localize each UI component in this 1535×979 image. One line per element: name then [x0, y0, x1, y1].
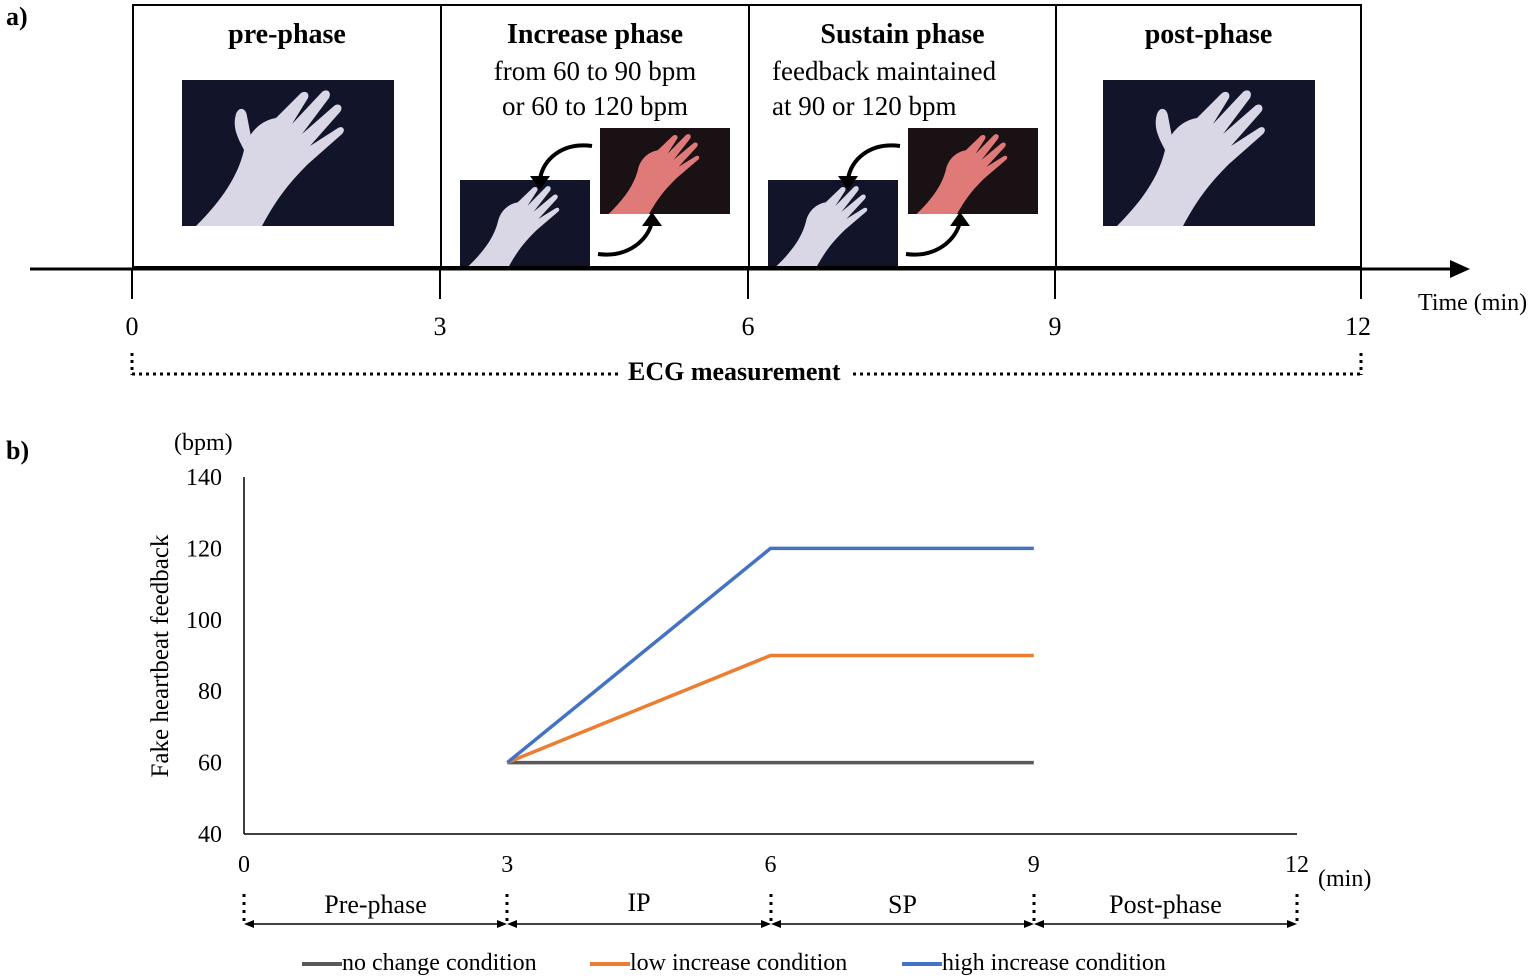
timeline-tick-label: 3: [433, 312, 447, 341]
x-tick-label: 6: [765, 852, 777, 878]
timeline-axis-label: Time (min): [1418, 290, 1528, 316]
y-tick-label: 100: [186, 608, 222, 634]
timeline-tick-label: 6: [741, 312, 755, 341]
legend-swatch-high-increase: [902, 962, 942, 966]
phase-label-ip: IP: [627, 888, 651, 917]
legend-swatch-low-increase: [590, 962, 630, 966]
chart-axes: 40 60 80 100 120 140 0 3 6 9 12: [186, 465, 1309, 878]
phase-title-post: post-phase: [1144, 19, 1273, 50]
legend-label-low-increase: low increase condition: [630, 950, 848, 976]
x-tick-label: 0: [238, 852, 250, 878]
y-tick-label: 60: [198, 751, 222, 777]
series-line-high-increase-condition: [506, 546, 1034, 764]
y-tick-label: 120: [186, 536, 222, 562]
y-tick-label: 40: [198, 822, 222, 848]
timeline-axis: [30, 260, 1470, 376]
phase-label-sp: SP: [888, 890, 917, 919]
legend-swatch-no-change: [302, 962, 342, 966]
x-axis-unit: (min): [1318, 866, 1372, 892]
y-axis-label: Fake heartbeat feedback: [147, 534, 174, 778]
cycle-arrows-icon: [838, 143, 970, 257]
hand-image-normal-small: [460, 180, 590, 266]
phase-box-sustain: Sustain phase feedback maintained at 90 …: [748, 4, 1057, 268]
phase-title-increase: Increase phase: [506, 19, 684, 50]
legend-label-no-change: no change condition: [342, 950, 537, 976]
legend-label-high-increase: high increase condition: [942, 950, 1166, 976]
y-axis-unit: (bpm): [174, 430, 233, 456]
ecg-measurement-label: ECG measurement: [618, 357, 851, 387]
hand-image-red-small: [908, 128, 1038, 214]
x-tick-label: 9: [1028, 852, 1040, 878]
hand-image-normal: [1103, 80, 1315, 226]
phase-box-increase: Increase phase from 60 to 90 bpm or 60 t…: [440, 4, 750, 268]
x-tick-label: 3: [501, 852, 513, 878]
hand-image-red-small: [600, 128, 730, 214]
hand-image-normal: [182, 80, 394, 226]
hand-image-normal-small: [768, 180, 898, 266]
phase-title-pre: pre-phase: [228, 19, 346, 50]
y-tick-label: 140: [186, 465, 222, 491]
series-line-low-increase-condition: [506, 653, 1034, 765]
chart-series: [506, 546, 1034, 765]
phase-subtitle-sustain: feedback maintained at 90 or 120 bpm: [772, 56, 997, 121]
phase-brackets: [242, 894, 1299, 928]
panel-b-label: b): [6, 436, 30, 465]
phase-box-post: post-phase: [1055, 4, 1362, 268]
y-tick-label: 80: [198, 679, 222, 705]
panel-a-label: a): [6, 2, 28, 31]
phase-box-pre: pre-phase: [132, 4, 442, 268]
timeline-tick-label: 0: [125, 312, 139, 341]
timeline-tick-label: 12: [1345, 312, 1371, 341]
cycle-arrows-icon: [530, 143, 662, 257]
phase-subtitle-increase: from 60 to 90 bpm or 60 to 120 bpm: [493, 56, 697, 121]
timeline-tick-label: 9: [1048, 312, 1062, 341]
phase-title-sustain: Sustain phase: [820, 19, 985, 50]
phase-label-post: Post-phase: [1109, 890, 1222, 919]
phase-label-pre: Pre-phase: [324, 890, 427, 919]
x-tick-label: 12: [1285, 852, 1309, 878]
